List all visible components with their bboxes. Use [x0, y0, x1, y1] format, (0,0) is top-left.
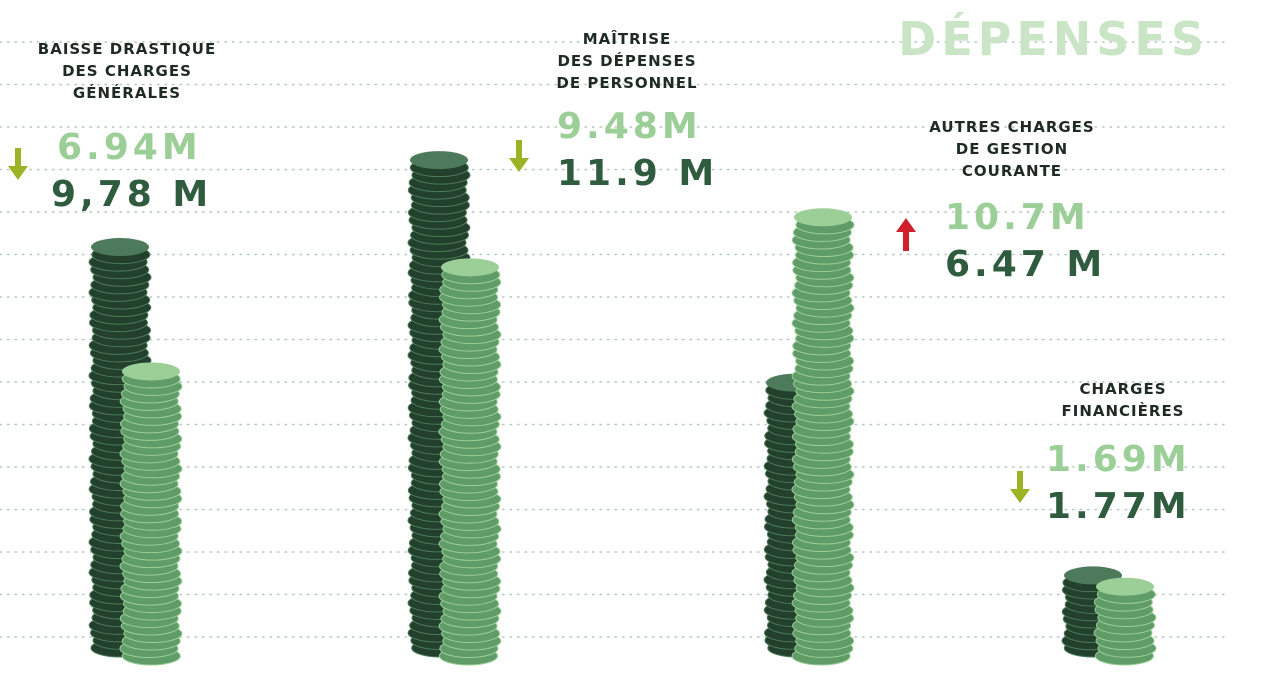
- trend-arrow-shaft: [516, 140, 522, 159]
- coin-stack: [120, 362, 182, 665]
- trend-arrow-shaft: [15, 148, 21, 167]
- page: DÉPENSES (() => { const data = JSON.pars…: [0, 0, 1277, 680]
- trend-arrow-head: [896, 218, 916, 232]
- trend-arrow-head: [8, 166, 28, 180]
- coin-top: [1096, 578, 1154, 596]
- value-label: 9,78 M: [51, 173, 212, 217]
- coin-top: [410, 151, 468, 169]
- value-label: 11.9 M: [557, 152, 718, 196]
- trend-arrow-shaft: [1017, 471, 1023, 490]
- coin-stack: [792, 208, 854, 665]
- value-label: 6.47 M: [945, 243, 1106, 287]
- coin-stack: [1094, 578, 1156, 665]
- value-label: 10.7M: [945, 196, 1090, 240]
- value-label: 1.69M: [1046, 438, 1191, 482]
- coin-top: [91, 238, 149, 256]
- coin-top: [122, 362, 180, 380]
- trend-arrow-shaft: [903, 231, 909, 251]
- coin-stack: [439, 258, 501, 665]
- value-label: 9.48M: [557, 105, 702, 149]
- category-label: BAISSE DRASTIQUE DES CHARGES GÉNÉRALES: [38, 38, 216, 104]
- category-label: MAÎTRISE DES DÉPENSES DE PERSONNEL: [556, 28, 697, 94]
- trend-arrow-head: [1010, 489, 1030, 503]
- value-label: 1.77M: [1046, 485, 1191, 529]
- chart-title: DÉPENSES: [898, 12, 1209, 66]
- coin-top: [794, 208, 852, 226]
- category-label: CHARGES FINANCIÈRES: [1062, 378, 1185, 422]
- coin-top: [441, 258, 499, 276]
- value-label: 6.94M: [57, 126, 202, 170]
- category-label: AUTRES CHARGES DE GESTION COURANTE: [929, 116, 1094, 182]
